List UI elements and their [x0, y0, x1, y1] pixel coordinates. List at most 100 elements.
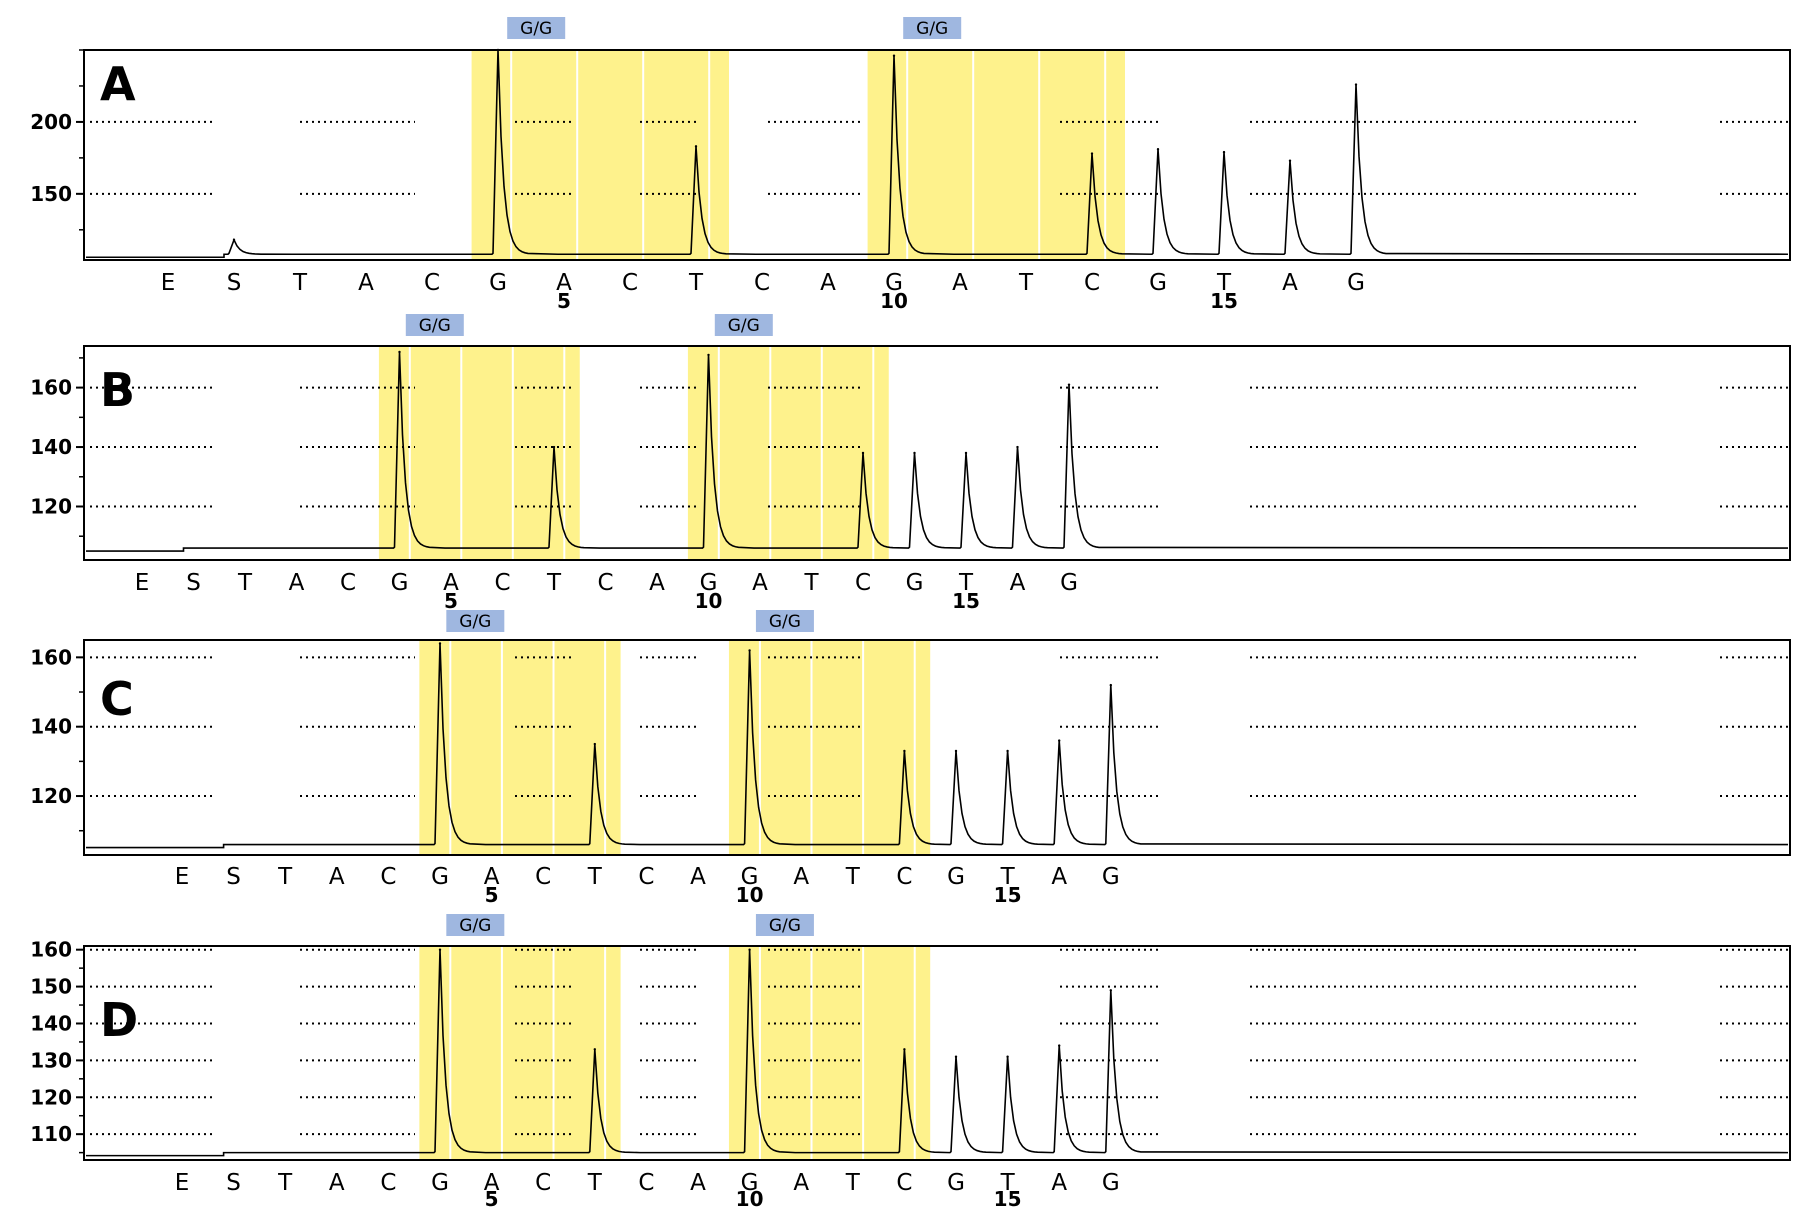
y-tick-label: 200: [30, 110, 72, 134]
dispensation-base: C: [380, 864, 396, 890]
position-number: 5: [444, 589, 458, 613]
snp-region-highlight: [728, 640, 931, 855]
dispensation-base: G: [431, 864, 449, 890]
dispensation-base: G: [391, 570, 409, 596]
dispensation-base: C: [535, 1170, 551, 1196]
dispensation-base: A: [1051, 864, 1067, 890]
position-number: 15: [994, 1187, 1022, 1211]
dispensation-base: G: [431, 1170, 449, 1196]
dispensation-base: E: [135, 570, 150, 596]
dispensation-base: T: [292, 270, 308, 296]
dispensation-base: E: [175, 864, 190, 890]
dispensation-base: A: [1282, 270, 1298, 296]
dispensation-base: G: [947, 864, 965, 890]
peak-point: [398, 350, 401, 354]
y-tick-label: 160: [30, 938, 72, 962]
snp-call-box: [755, 610, 814, 632]
dispensation-base: G: [906, 570, 924, 596]
snp-call-box: [507, 17, 566, 39]
peak-point: [694, 145, 698, 148]
peak-point: [1090, 152, 1094, 155]
dispensation-base: T: [1000, 1170, 1016, 1196]
plot-frame: [83, 945, 1791, 1161]
peak-point: [1109, 989, 1113, 992]
dispensation-base: C: [622, 270, 638, 296]
dispensation-base: T: [277, 1170, 293, 1196]
y-tick-label: 140: [30, 435, 72, 459]
snp-call-box: [714, 314, 773, 336]
dispensation-base: G: [700, 570, 718, 596]
snp-call-label: G/G: [916, 19, 948, 39]
snp-call-label: G/G: [769, 916, 801, 936]
snp-region-highlight: [687, 346, 889, 560]
snp-call-box: [405, 314, 464, 336]
peak-point: [438, 948, 442, 951]
snp-call-box: [755, 914, 814, 936]
snp-call-label: G/G: [520, 19, 552, 39]
snp-region-highlight: [471, 50, 729, 260]
peak-point: [748, 948, 751, 951]
plot-frame: [83, 49, 1791, 261]
dispensation-base: S: [186, 570, 201, 596]
peak-point: [1006, 749, 1009, 753]
dispensation-base: G: [947, 1170, 965, 1196]
y-tick-label: 150: [30, 975, 72, 999]
peak-point: [496, 48, 500, 52]
dispensation-base: E: [161, 270, 176, 296]
dispensation-base: S: [227, 270, 242, 296]
dispensation-base: C: [597, 570, 613, 596]
position-number: 10: [695, 589, 723, 613]
dispensation-base: T: [688, 270, 704, 296]
y-tick-label: 150: [30, 182, 72, 206]
dispensation-base: G: [885, 270, 903, 296]
pyrogram-panel-d: G/G G/G 110 120 130 140 150 160 E S T A C G A C T C A G A T C G…: [30, 914, 1791, 1211]
panel-label: D: [100, 993, 138, 1047]
peak-point: [903, 1048, 906, 1051]
dispensation-base: A: [443, 570, 459, 596]
pyrogram-trace: [86, 351, 1789, 552]
peak-point: [1222, 150, 1226, 154]
dispensation-base: G: [1102, 1170, 1120, 1196]
dispensation-base: C: [1084, 270, 1100, 296]
dispensation-base: T: [587, 864, 603, 890]
dispensation-base: A: [1010, 570, 1026, 596]
peak-point: [707, 353, 710, 357]
snp-region-highlight: [867, 50, 1125, 260]
dispensation-base: T: [1216, 270, 1232, 296]
position-number: 10: [880, 289, 908, 313]
snp-call-box: [446, 914, 505, 936]
dispensation-base: T: [237, 570, 253, 596]
dispensation-base: C: [754, 270, 770, 296]
dispensation-base: G: [489, 270, 507, 296]
dispensation-base: G: [1060, 570, 1078, 596]
dispensation-base: T: [277, 864, 293, 890]
peak-point: [1006, 1055, 1009, 1058]
snp-call-box: [903, 17, 962, 39]
snp-call-label: G/G: [419, 316, 451, 336]
peak-point: [1288, 159, 1292, 162]
dispensation-base: C: [494, 570, 510, 596]
dispensation-base: A: [358, 270, 374, 296]
dispensation-base: C: [855, 570, 871, 596]
peak-point: [232, 238, 236, 242]
dispensation-base: A: [690, 1170, 706, 1196]
peak-point: [1067, 383, 1071, 386]
dispensation-base: A: [329, 864, 345, 890]
peak-point: [861, 451, 865, 455]
position-number: 5: [485, 1187, 499, 1211]
peak-point: [593, 1048, 596, 1051]
y-tick-label: 130: [30, 1048, 72, 1072]
snp-call-box: [446, 610, 505, 632]
snp-region-highlight: [419, 946, 621, 1160]
peak-point: [964, 451, 968, 455]
dispensation-base: A: [793, 864, 809, 890]
snp-call-label: G/G: [459, 612, 491, 632]
position-number: 15: [1210, 289, 1238, 313]
dispensation-base: T: [845, 864, 861, 890]
peak-point: [1058, 1044, 1061, 1047]
dispensation-base: G: [741, 864, 759, 890]
dispensation-base: G: [741, 1170, 759, 1196]
peak-point: [1109, 683, 1113, 687]
dispensation-base: C: [535, 864, 551, 890]
